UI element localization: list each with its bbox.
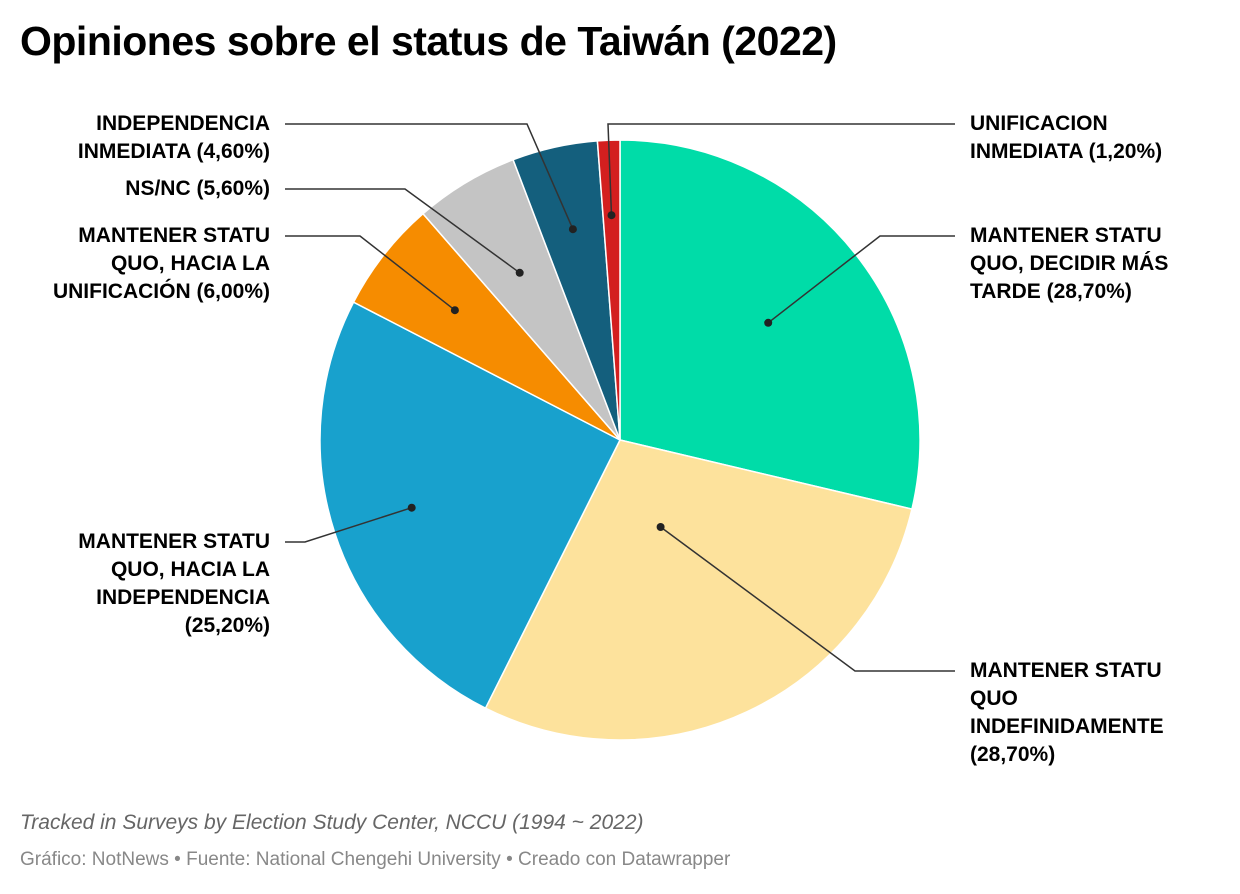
pie-slices bbox=[319, 139, 921, 741]
slice-label-1: MANTENER STATU QUO, DECIDIR MÁS TARDE (28,… bbox=[970, 224, 1169, 303]
leader-line-6 bbox=[285, 123, 574, 230]
leader-line-7 bbox=[607, 123, 955, 216]
chart-title: Opiniones sobre el status de Taiwán (202… bbox=[20, 18, 837, 64]
slice-label-5: NS/NC (5,60%) bbox=[125, 177, 270, 200]
label-leaders bbox=[285, 123, 955, 672]
leader-dot-1 bbox=[764, 318, 773, 327]
leader-dot-4 bbox=[450, 306, 459, 315]
slice-label-3: MANTENER STATU QUO, HACIA LA INDEPENDENCIA… bbox=[78, 530, 270, 637]
leader-dot-2 bbox=[656, 523, 665, 531]
leader-dot-7 bbox=[607, 211, 616, 220]
leader-line-3 bbox=[285, 506, 412, 543]
slice-label-4: MANTENER STATU QUO, HACIA LA UNIFICACIÓN (… bbox=[52, 224, 270, 303]
leader-line-5 bbox=[285, 188, 521, 274]
leader-line-1 bbox=[767, 235, 955, 324]
leader-line-4 bbox=[285, 235, 456, 311]
slice-label-6: INDEPENDENCIA INMEDIATA (4,60%) bbox=[77, 112, 270, 163]
slice-label-7: UNIFICACION INMEDIATA (1,20%) bbox=[970, 112, 1163, 163]
chart-credit: Gráfico: NotNews • Fuente: National Chen… bbox=[20, 849, 731, 870]
slice-label-2: MANTENER STATU QUO INDEFINIDAMENTE (28,70%) bbox=[970, 659, 1164, 766]
pie-slice-2 bbox=[484, 439, 913, 741]
leader-dot-6 bbox=[568, 225, 577, 234]
leader-dot-3 bbox=[407, 503, 416, 512]
leader-line-2 bbox=[660, 526, 955, 672]
chart-subtitle: Tracked in Surveys by Election Study Cen… bbox=[20, 811, 644, 834]
leader-dot-5 bbox=[515, 268, 524, 277]
